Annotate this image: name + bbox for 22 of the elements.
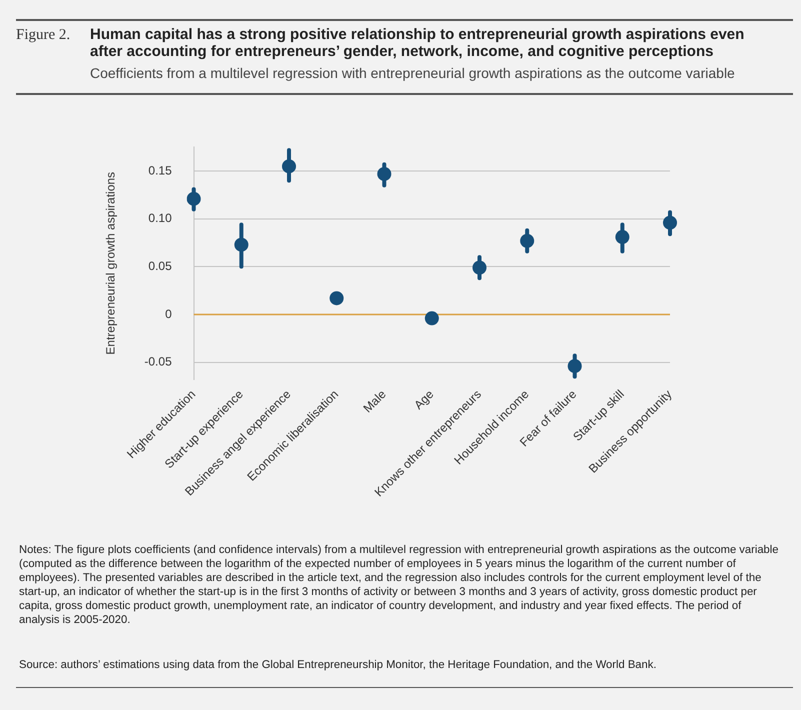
point <box>282 159 296 174</box>
point <box>472 260 486 275</box>
point <box>663 216 677 230</box>
point <box>424 311 439 326</box>
point <box>377 166 392 181</box>
y-axis-title: Entrepreneurial growth aspirations <box>104 172 118 355</box>
point <box>186 192 201 206</box>
text: Notes: The figure plots coefficients (and confidence intervals) from a multilevel regression with entrepreneurial growth aspirations as the outcome variable (computed as the difference between the logarithm of the expected number of employees in 5 years minus the logarithm of the current number of employees). The presented variables are described in the article text, and the regression also includes controls for the current employment level of the start-up, an indicator of whether the start-up is in the first 3 months of activity or between 3 months and 3 years of activity, gross domestic product per capita, gross domestic product growth, unemployment rate, an indicator of country development, and industry and year fixed effects. The period of analysis is 2005-2020. <box>19 543 780 627</box>
caption: Figure 2. <box>16 27 70 44</box>
y-tick-label: 0.05 <box>148 258 172 273</box>
point <box>234 238 248 252</box>
y-tick-label: -0.05 <box>144 354 172 369</box>
chart-subtitle: Coefficients from a multilevel regression with entrepreneurial growth aspirations as the outcome variable <box>90 65 735 81</box>
y-tick-label: 0.10 <box>148 211 172 226</box>
point <box>330 291 344 306</box>
point <box>520 234 534 248</box>
point <box>568 359 582 374</box>
y-tick-label: 0 <box>165 306 172 321</box>
chart-title: Human capital has a strong positive relationship to entrepreneurial growth aspirations even after accounting for entrepreneurs’ gender, network, income, and cognitive perceptions <box>90 26 746 60</box>
source-note: Source: authors’ estimations using data from the Global Entrepreneurship Monitor, the Heritage Foundation, and the World Bank. <box>19 659 656 671</box>
y-tick-label: 0.15 <box>148 163 172 178</box>
point <box>615 230 630 244</box>
